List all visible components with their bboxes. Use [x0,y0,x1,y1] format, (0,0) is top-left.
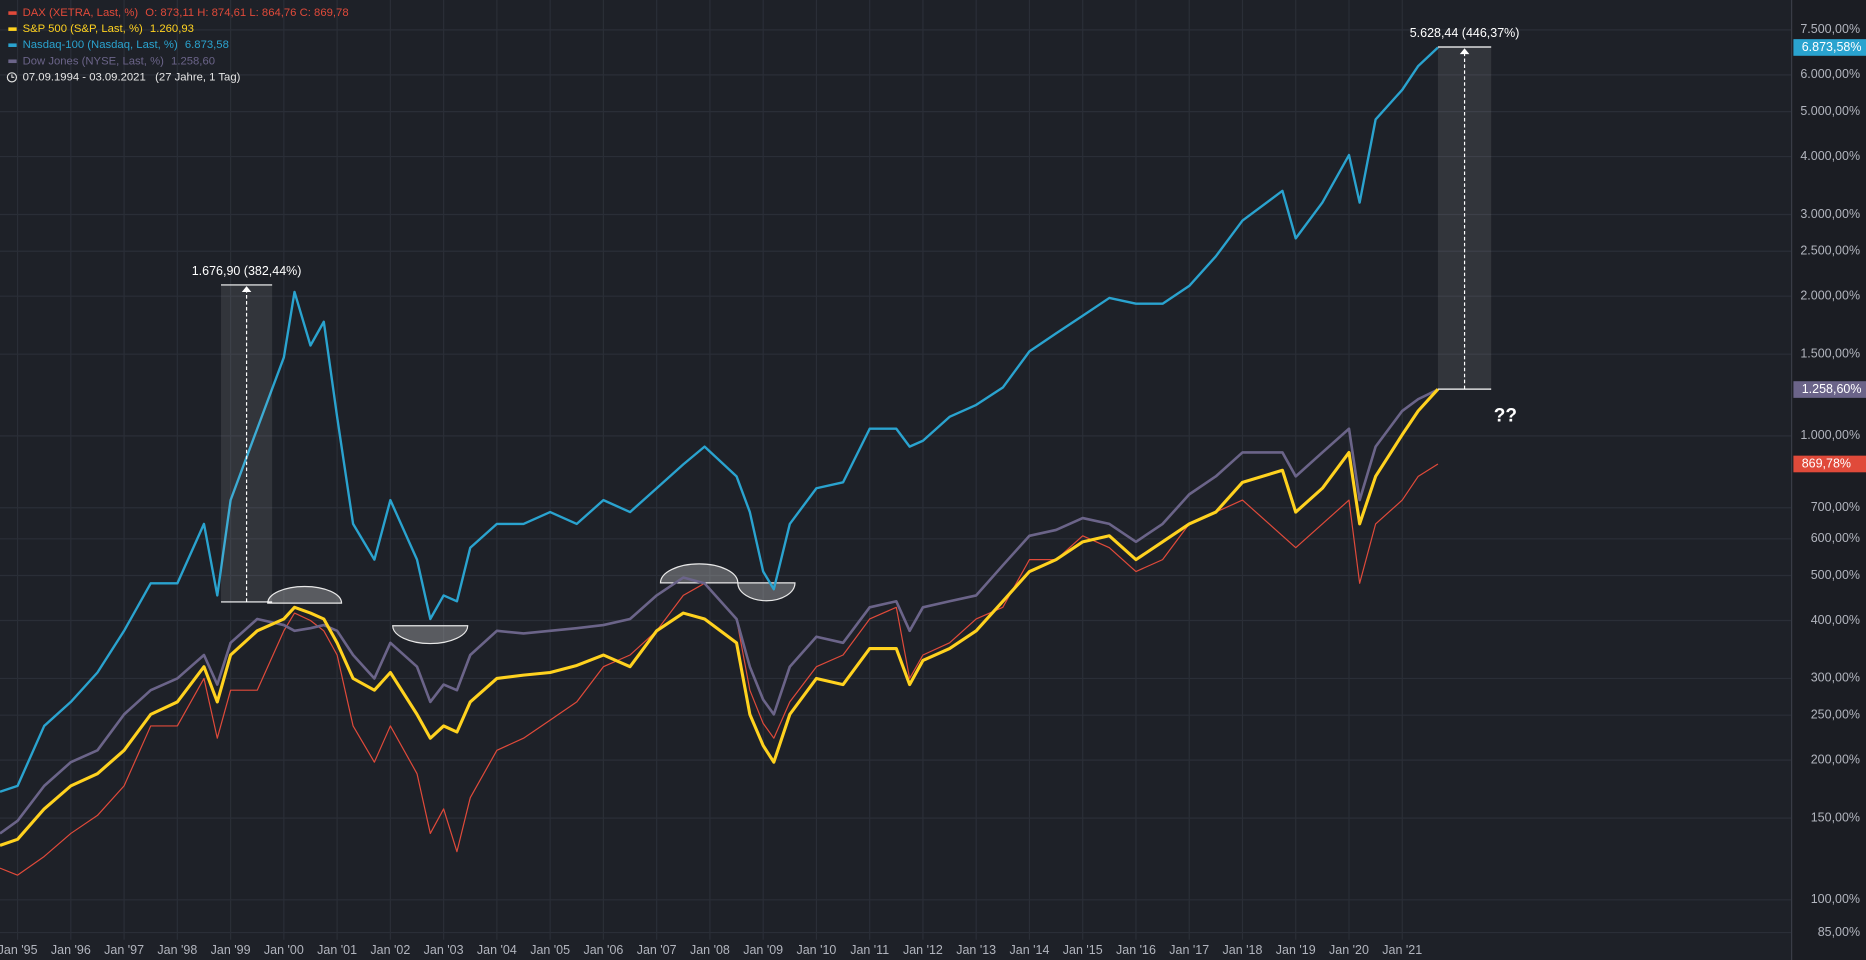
x-tick-label: Jan '95 [0,943,38,957]
y-tick-label: 600,00% [1811,531,1860,545]
x-tick-label: Jan '99 [211,943,251,957]
y-tick-label: 4.000,00% [1800,149,1860,163]
y-tick-label: 7.500,00% [1800,22,1860,36]
x-tick-label: Jan '17 [1169,943,1209,957]
y-tick-label: 400,00% [1811,613,1860,627]
x-tick-label: Jan '18 [1223,943,1263,957]
legend-values: 1.258,60 [171,55,215,67]
series-lines [0,46,1440,876]
y-tick-label: 150,00% [1811,810,1860,824]
x-tick-label: Jan '97 [104,943,144,957]
y-tick-label: 85,00% [1818,925,1860,939]
x-tick-label: Jan '07 [637,943,677,957]
x-tick-label: Jan '05 [530,943,570,957]
date-range: 07.09.1994 - 03.09.2021 (27 Jahre, 1 Tag… [23,71,241,83]
legend-swatch [8,27,17,31]
x-tick-label: Jan '20 [1329,943,1369,957]
measure-arrowhead [241,286,252,293]
x-tick-label: Jan '21 [1382,943,1422,957]
x-tick-label: Jan '15 [1063,943,1103,957]
series-line [0,46,1439,793]
legend-swatch [8,43,17,47]
legend-name: S&P 500 (S&P, Last, %) [23,23,143,35]
legend-name: Dow Jones (NYSE, Last, %) [23,55,165,67]
legend-values: 1.260,93 [150,23,194,35]
legend-entry: Dow Jones (NYSE, Last, %) 1.258,60 [23,55,215,67]
y-tick-label: 1.000,00% [1800,428,1860,442]
x-tick-label: Jan '19 [1276,943,1316,957]
drawings [267,563,796,645]
y-tick-label: 250,00% [1811,707,1860,721]
x-tick-label: Jan '04 [477,943,517,957]
arc-drawing [659,563,739,584]
y-tick-label: 6.000,00% [1800,67,1860,81]
x-tick-label: Jan '16 [1116,943,1156,957]
legend: DAX (XETRA, Last, %) O: 873,11 H: 874,61 … [6,7,349,83]
x-tick-label: Jan '02 [370,943,410,957]
y-tick-label: 100,00% [1811,892,1860,906]
y-tick-label: 500,00% [1811,568,1860,582]
arc-drawing [392,625,469,645]
y-tick-label: 700,00% [1811,500,1860,514]
x-tick-label: Jan '96 [51,943,91,957]
measure-box [1437,47,1492,390]
legend-name: Nasdaq-100 (Nasdaq, Last, %) [23,39,178,51]
legend-entry: Nasdaq-100 (Nasdaq, Last, %) 6.873,58 [23,39,229,51]
legend-name: DAX (XETRA, Last, %) [23,7,139,19]
grid [0,0,1792,940]
arc-drawing [267,585,343,604]
legend-values: 6.873,58 [185,39,229,51]
clock-icon [6,72,18,83]
last-value-label: 6.873,58% [1802,40,1862,54]
last-value-badge [1793,39,1866,56]
price-axis-panel [1791,0,1866,960]
arc-drawing [737,582,796,602]
y-tick-label: 2.000,00% [1800,289,1860,303]
last-value-label: 869,78% [1802,456,1851,470]
x-tick-label: Jan '98 [157,943,197,957]
series-line [0,388,1439,835]
measure-label: 1.676,90 (382,44%) [192,264,302,278]
x-tick-label: Jan '06 [583,943,623,957]
clock-hands [11,74,15,78]
x-tick-label: Jan '14 [1010,943,1050,957]
x-tick-label: Jan '11 [850,943,889,957]
last-value-badge [1793,455,1866,473]
last-value-label: 1.258,60% [1802,382,1862,396]
last-value-badge [1793,381,1866,398]
x-tick-label: Jan '13 [956,943,996,957]
x-tick-label: Jan '01 [317,943,357,957]
legend-entry: S&P 500 (S&P, Last, %) 1.260,93 [23,23,194,35]
y-tick-label: 300,00% [1811,671,1860,685]
x-tick-label: Jan '10 [796,943,836,957]
annotation-text: ?? [1494,405,1517,426]
axes: Jan '95 Jan '96 Jan '97 Jan '98 Jan '99 Jan '… [0,22,1866,957]
series-line [0,388,1440,847]
legend-swatch [8,11,17,15]
x-tick-label: Jan '00 [264,943,304,957]
x-tick-label: Jan '08 [690,943,730,957]
measure-label: 5.628,44 (446,37%) [1410,26,1520,40]
legend-entry: DAX (XETRA, Last, %) O: 873,11 H: 874,61 … [23,7,349,19]
y-tick-label: 200,00% [1811,752,1860,766]
x-tick-label: Jan '12 [903,943,943,957]
measure-tools: 1.676,90 (382,44%) 5.628,44 (446,37%) [192,26,1520,603]
x-tick-label: Jan '03 [424,943,464,957]
y-tick-label: 3.000,00% [1800,207,1860,221]
y-tick-label: 2.500,00% [1800,244,1860,258]
y-tick-label: 5.000,00% [1800,104,1860,118]
legend-values: O: 873,11 H: 874,61 L: 864,76 C: 869,78 [145,7,348,19]
x-tick-label: Jan '09 [743,943,783,957]
legend-swatch [8,59,17,64]
y-tick-label: 1.500,00% [1800,346,1860,360]
measure-arrowhead [1459,48,1470,55]
